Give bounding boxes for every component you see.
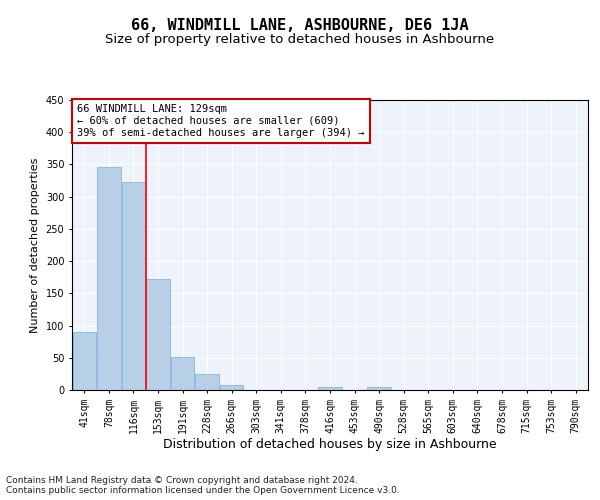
Bar: [97, 167, 121, 390]
Text: Contains HM Land Registry data © Crown copyright and database right 2024.
Contai: Contains HM Land Registry data © Crown c…: [6, 476, 400, 495]
Bar: [146, 279, 170, 390]
Bar: [220, 385, 244, 390]
Text: 66 WINDMILL LANE: 129sqm
← 60% of detached houses are smaller (609)
39% of semi-: 66 WINDMILL LANE: 129sqm ← 60% of detach…: [77, 104, 365, 138]
Text: 66, WINDMILL LANE, ASHBOURNE, DE6 1JA: 66, WINDMILL LANE, ASHBOURNE, DE6 1JA: [131, 18, 469, 32]
Bar: [367, 387, 391, 390]
Bar: [319, 387, 341, 390]
Bar: [196, 374, 219, 390]
X-axis label: Distribution of detached houses by size in Ashbourne: Distribution of detached houses by size …: [163, 438, 497, 452]
Y-axis label: Number of detached properties: Number of detached properties: [30, 158, 40, 332]
Text: Size of property relative to detached houses in Ashbourne: Size of property relative to detached ho…: [106, 32, 494, 46]
Bar: [171, 357, 194, 390]
Bar: [122, 182, 145, 390]
Bar: [73, 332, 96, 390]
